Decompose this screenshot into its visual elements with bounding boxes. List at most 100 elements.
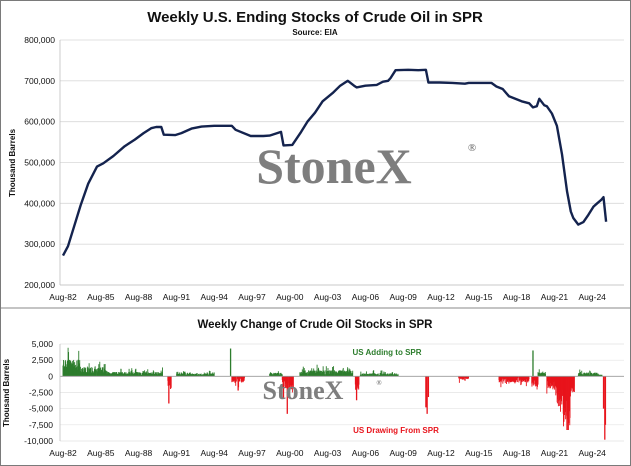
y-tick-label: -10,000: [24, 436, 53, 446]
positive-change-bar: [586, 372, 588, 377]
x-tick-label: Aug-94: [200, 448, 228, 458]
negative-change-bar: [517, 376, 519, 379]
positive-change-bar: [376, 374, 378, 377]
positive-change-bar: [203, 372, 205, 377]
positive-change-bar: [204, 373, 206, 377]
bottom-y-tick-labels: 5,000 2,500 0 -2,500 -5,000 -7,500 -10,000: [24, 339, 53, 446]
x-tick-label: Aug-06: [352, 448, 380, 458]
negative-change-bar: [168, 376, 170, 404]
positive-change-bar: [121, 372, 123, 377]
negative-change-bar: [284, 376, 286, 387]
positive-change-bar: [323, 374, 325, 377]
positive-change-bar: [91, 368, 93, 377]
y-tick-label: 2,500: [32, 355, 54, 365]
positive-change-bar: [583, 374, 585, 377]
positive-change-bar: [196, 373, 198, 377]
negative-change-bar: [560, 376, 561, 412]
positive-change-bar: [343, 372, 345, 377]
positive-change-bar: [361, 375, 363, 377]
positive-change-bar: [275, 373, 277, 377]
negative-change-bar: [458, 376, 460, 383]
positive-change-bar: [585, 373, 587, 377]
positive-change-bar: [94, 368, 95, 377]
y-tick-label: -5,000: [29, 404, 53, 414]
positive-change-bar: [335, 371, 336, 377]
positive-change-bar: [580, 371, 581, 377]
positive-change-bar: [301, 369, 303, 377]
negative-change-bar: [243, 376, 245, 379]
positive-change-bar: [397, 374, 399, 377]
positive-change-bar: [152, 372, 154, 377]
negative-change-bar: [556, 376, 558, 404]
negative-change-bar: [531, 376, 533, 386]
positive-change-bar: [211, 373, 212, 377]
positive-change-bar: [63, 366, 65, 377]
positive-change-bar: [187, 372, 188, 377]
top-y-axis-label: Thousand Barrels: [8, 128, 17, 197]
x-tick-label: Aug-18: [503, 448, 531, 458]
negative-change-bar: [604, 376, 607, 425]
positive-change-bar: [373, 374, 375, 377]
positive-change-bar: [539, 373, 541, 377]
negative-change-bar: [537, 376, 539, 385]
positive-change-bar: [360, 374, 362, 377]
negative-change-bar: [534, 376, 536, 381]
y-tick-label: 0: [48, 371, 53, 381]
positive-change-bar: [181, 374, 183, 377]
positive-change-bar: [213, 372, 215, 377]
negative-change-bar: [536, 376, 538, 390]
positive-change-bar: [186, 373, 188, 377]
negative-change-bar: [291, 376, 293, 386]
positive-change-bar: [329, 371, 331, 377]
positive-change-bar: [88, 363, 90, 377]
negative-change-bar: [514, 376, 516, 384]
positive-change-bar: [73, 365, 75, 377]
negative-change-bar: [167, 376, 169, 386]
positive-change-bar: [335, 373, 337, 377]
positive-change-bar: [95, 370, 97, 377]
positive-change-bar: [198, 373, 199, 377]
positive-change-bar: [81, 368, 83, 377]
x-tick-label: Aug-85: [87, 292, 115, 302]
positive-change-bar: [118, 372, 120, 377]
y-tick-label: 500,000: [24, 158, 55, 168]
positive-change-bar: [102, 367, 103, 377]
positive-change-bar: [314, 370, 316, 377]
negative-change-bar: [507, 376, 509, 382]
negative-change-bar: [516, 376, 518, 383]
positive-change-bar: [333, 366, 335, 377]
positive-change-bar: [184, 371, 186, 377]
positive-change-bar: [277, 372, 279, 377]
positive-change-bar: [131, 370, 133, 377]
negative-change-bar: [231, 376, 233, 381]
positive-change-bar: [347, 370, 349, 377]
positive-change-bar: [157, 374, 158, 377]
positive-change-bar: [389, 374, 391, 377]
negative-change-bar: [561, 376, 563, 390]
positive-change-bar: [324, 374, 326, 377]
positive-change-bar: [156, 372, 158, 377]
positive-change-bar: [209, 373, 211, 377]
positive-change-bar: [193, 374, 195, 377]
positive-change-bar: [582, 375, 584, 377]
negative-change-bar: [284, 376, 286, 388]
y-tick-label: 700,000: [24, 76, 55, 86]
positive-change-bar: [532, 350, 534, 377]
x-tick-label: Aug-03: [314, 448, 342, 458]
positive-change-bar: [306, 372, 308, 377]
positive-change-bar: [360, 371, 362, 377]
positive-change-bar: [578, 373, 580, 377]
positive-change-bar: [72, 362, 74, 377]
negative-change-bar: [527, 376, 529, 380]
positive-change-bar: [594, 373, 596, 377]
positive-change-bar: [201, 375, 203, 377]
positive-change-bar: [350, 371, 352, 377]
positive-change-bar: [117, 375, 119, 377]
positive-change-bar: [193, 373, 195, 377]
positive-change-bar: [596, 373, 598, 377]
positive-change-bar: [194, 375, 196, 377]
negative-change-bar: [510, 376, 512, 383]
negative-change-bar: [566, 376, 568, 430]
